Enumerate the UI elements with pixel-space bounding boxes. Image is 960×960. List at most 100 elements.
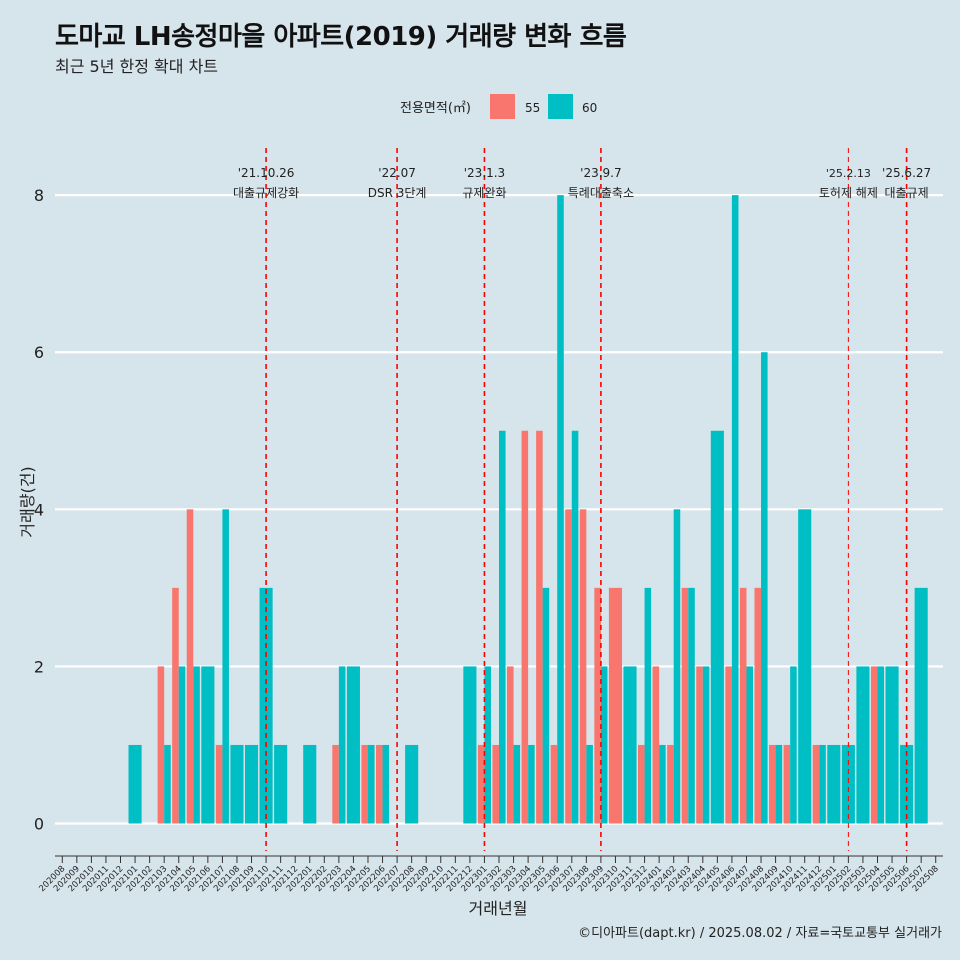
bar-55-202408 xyxy=(754,587,762,824)
bar-60-202503 xyxy=(856,666,870,824)
bar-60-202101 xyxy=(128,744,142,824)
event-label-202207: DSR 3단계 xyxy=(368,186,427,200)
bar-55-202103 xyxy=(157,666,165,824)
y-tick-label-2: 2 xyxy=(34,657,44,676)
event-label-202110: 대출규제강화 xyxy=(233,186,299,200)
bar-55-202406 xyxy=(725,666,732,824)
bar-55-202206 xyxy=(375,744,383,824)
bar-60-202307 xyxy=(571,430,579,824)
legend-label-60: 60 xyxy=(582,101,597,115)
y-tick-label-6: 6 xyxy=(34,343,44,362)
bar-60-202412 xyxy=(819,744,826,824)
bar-55-202203 xyxy=(332,744,339,824)
bars xyxy=(128,195,928,824)
bar-60-202506 xyxy=(900,744,914,824)
bar-55-202409 xyxy=(769,744,776,824)
bar-60-202501 xyxy=(827,744,841,824)
event-date-202506: '25.6.27 xyxy=(882,166,931,180)
bar-60-202205 xyxy=(367,744,375,824)
bar-60-202311 xyxy=(623,666,637,824)
bar-60-202407 xyxy=(746,666,754,824)
bar-55-202312 xyxy=(638,744,645,824)
bar-60-202408 xyxy=(761,352,768,824)
bar-60-202402 xyxy=(673,509,681,824)
legend: 전용면적(㎡) 55 60 xyxy=(400,94,597,119)
bar-60-202212 xyxy=(463,666,477,824)
bar-55-202307 xyxy=(565,509,572,824)
bar-55-202105 xyxy=(186,509,194,824)
chart-subtitle: 최근 5년 한정 확대 차트 xyxy=(55,57,219,76)
event-markers: '21.10.26 대출규제강화 '22.07 DSR 3단계 '23.1.3 규제완화 '… xyxy=(233,148,931,851)
event-date-202207: '22.07 xyxy=(378,166,416,180)
bar-60-202201 xyxy=(303,744,317,824)
bar-60-202309 xyxy=(600,666,608,824)
bar-60-202303 xyxy=(513,744,521,824)
bar-55-202302 xyxy=(492,744,499,824)
bar-55-202410 xyxy=(783,744,791,824)
bar-60-202401 xyxy=(659,744,666,824)
bar-60-202409 xyxy=(775,744,783,824)
bar-55-202308 xyxy=(579,509,587,824)
bar-55-202301 xyxy=(477,744,485,824)
bar-60-202305 xyxy=(542,587,550,824)
legend-swatch-55 xyxy=(490,94,515,119)
bar-60-202208 xyxy=(405,744,419,824)
x-axis: 2020082020092020102020112020122021012021… xyxy=(37,855,943,894)
bar-60-202106 xyxy=(201,666,215,824)
event-label-202301: 규제완화 xyxy=(462,186,506,200)
bar-60-202104 xyxy=(178,666,186,824)
bar-60-202206 xyxy=(382,744,390,824)
bar-60-202103 xyxy=(164,744,171,824)
bar-55-202305 xyxy=(536,430,543,824)
bar-55-202309 xyxy=(594,587,601,824)
bar-60-202507 xyxy=(914,587,928,824)
bar-60-202405 xyxy=(710,430,724,824)
bar-60-202411 xyxy=(798,509,812,824)
event-label-202309: 특례대출축소 xyxy=(568,186,634,200)
bar-60-202107 xyxy=(222,509,229,824)
event-label-202506: 대출규제 xyxy=(885,186,929,200)
legend-swatch-60 xyxy=(548,94,573,119)
bar-60-202312 xyxy=(644,587,652,824)
y-tick-label-0: 0 xyxy=(34,815,44,834)
bar-60-202301 xyxy=(484,666,491,824)
bar-55-202401 xyxy=(652,666,660,824)
event-date-202502: '25.2.13 xyxy=(826,167,871,180)
bar-60-202306 xyxy=(557,195,564,824)
bar-60-202504 xyxy=(877,666,885,824)
event-label-202502: 토허제 해제 xyxy=(819,186,878,200)
bar-55-202104 xyxy=(172,587,179,824)
bar-55-202205 xyxy=(361,744,368,824)
bar-60-202410 xyxy=(790,666,797,824)
bar-55-202402 xyxy=(667,744,674,824)
y-tick-label-8: 8 xyxy=(34,186,44,205)
bar-55-202310 xyxy=(608,587,623,824)
bar-60-202404 xyxy=(702,666,710,824)
legend-title: 전용면적(㎡) xyxy=(400,101,471,116)
bar-60-202109 xyxy=(244,744,259,824)
bar-55-202303 xyxy=(507,666,514,824)
bar-55-202304 xyxy=(521,430,529,824)
bar-60-202105 xyxy=(193,666,200,824)
bar-60-202203 xyxy=(338,666,346,824)
bar-60-202403 xyxy=(688,587,695,824)
chart-title: 도마교 LH송정마을 아파트(2019) 거래량 변화 흐름 xyxy=(55,22,627,52)
bar-55-202306 xyxy=(550,744,558,824)
bar-55-202407 xyxy=(739,587,747,824)
bar-55-202403 xyxy=(681,587,689,824)
bar-60-202304 xyxy=(528,744,535,824)
bar-60-202108 xyxy=(230,744,244,824)
bar-60-202505 xyxy=(885,666,899,824)
y-axis-label: 거래량(건) xyxy=(18,466,37,537)
y-tick-label-4: 4 xyxy=(34,500,44,519)
legend-label-55: 55 xyxy=(525,101,540,115)
bar-55-202504 xyxy=(870,666,878,824)
caption: ©디아파트(dapt.kr) / 2025.08.02 / 자료=국토교통부 실… xyxy=(578,926,942,941)
event-date-202309: '23.9.7 xyxy=(580,166,621,180)
event-date-202110: '21.10.26 xyxy=(238,166,295,180)
bar-60-202302 xyxy=(499,430,506,824)
event-date-202301: '23.1.3 xyxy=(464,166,505,180)
bar-60-202406 xyxy=(731,195,739,824)
bar-60-202204 xyxy=(346,666,360,824)
